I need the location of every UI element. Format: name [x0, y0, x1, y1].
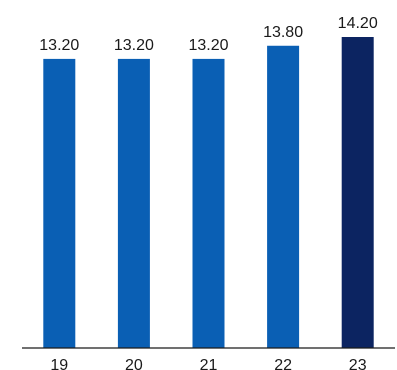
bar-21	[192, 58, 225, 349]
value-label-19: 13.20	[39, 37, 79, 54]
x-tick-label-23: 23	[349, 357, 367, 370]
bar-23	[341, 37, 374, 348]
value-label-21: 13.20	[188, 37, 228, 54]
x-tick-label-20: 20	[125, 357, 143, 370]
bar-20	[117, 58, 150, 349]
x-tick-labels-group: 19 20 21 22 23	[50, 357, 366, 370]
bars-group	[43, 37, 374, 349]
x-tick-label-22: 22	[274, 357, 292, 370]
x-tick-label-21: 21	[200, 357, 218, 370]
value-label-23: 14.20	[338, 15, 378, 32]
value-label-22: 13.80	[263, 24, 303, 41]
value-label-20: 13.20	[114, 37, 154, 54]
bar-19	[43, 58, 76, 349]
value-labels-group: 13.20 13.20 13.20 13.80 14.20	[39, 15, 378, 54]
x-tick-label-19: 19	[50, 357, 68, 370]
bar-22	[267, 45, 300, 348]
